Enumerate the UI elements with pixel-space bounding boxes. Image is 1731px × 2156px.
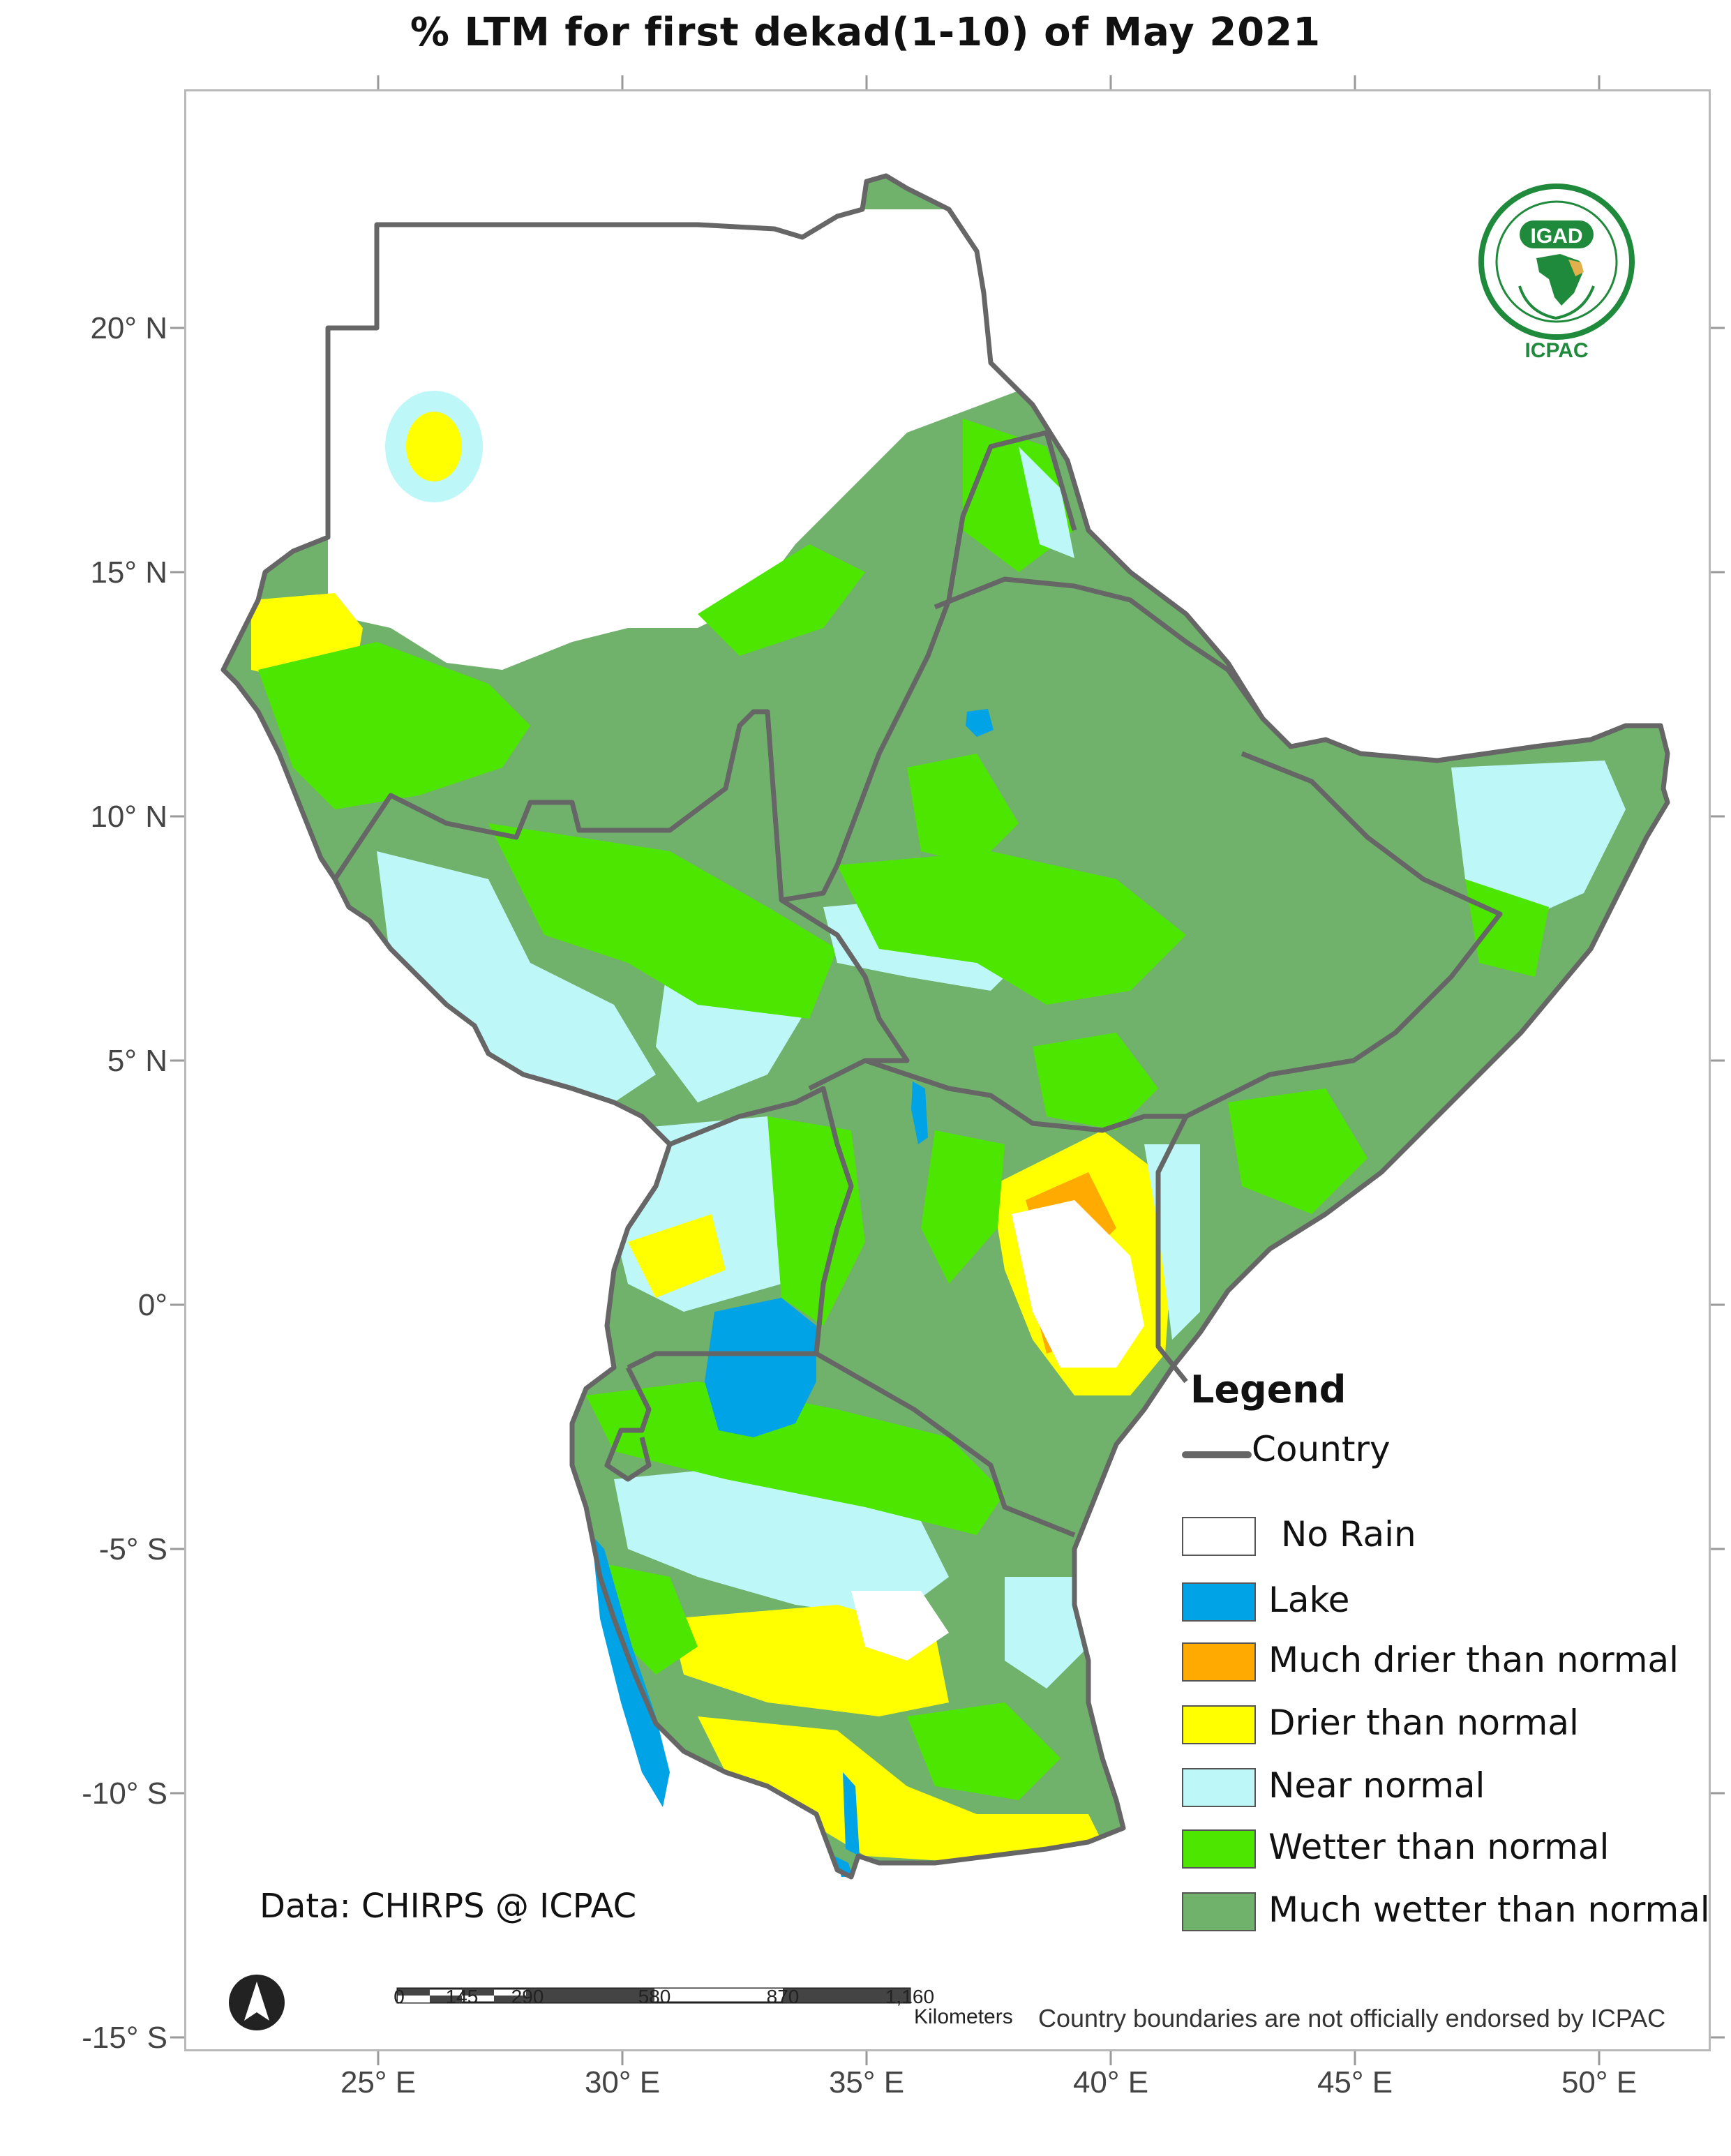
legend-label: Much drier than normal [1268,1640,1679,1680]
legend-item: No Rain [1179,1513,1709,1557]
legend-swatch [1182,1768,1256,1807]
scale-tick-label: 1,160 [885,1986,935,2007]
border-kenya-tanzania [815,1351,1076,1538]
legend-swatch [1182,1829,1256,1869]
legend-label: Country [1252,1429,1391,1469]
border-uganda [627,1086,854,1370]
legend-label: Much wetter than normal [1268,1889,1710,1930]
x-tick-label: 35° E [828,2065,905,2099]
country-line-swatch [1182,1451,1252,1458]
legend-item: Wetter than normal [1179,1825,1709,1870]
border-kenya-somalia [1155,1115,1189,1384]
legend-item: Much drier than normal [1179,1638,1709,1683]
legend-swatch [1182,1642,1256,1682]
border-ethiopia-somalia [864,751,1503,1133]
y-tick-label: 5° N [107,1044,167,1078]
legend-swatch [1182,1892,1256,1931]
igad-logo-icon: IGAD ICPAC [1476,181,1637,377]
legend-label: Drier than normal [1268,1702,1579,1743]
logo-igad-text: IGAD [1530,225,1583,248]
border-ethiopia-eritrea [934,576,1265,721]
legend-item-country: Country [1179,1428,1709,1472]
scale-unit: Kilometers [914,2005,1013,2028]
map-title: % LTM for first dekad(1-10) of May 2021 [410,10,1321,55]
legend-item: Drier than normal [1179,1701,1709,1746]
legend-item: Much wetter than normal [1179,1888,1710,1933]
legend-label: Wetter than normal [1268,1827,1610,1867]
legend-swatch [1182,1582,1256,1622]
scale-tick-label: 290 [511,1986,544,2007]
x-tick-label: 45° E [1317,2065,1393,2099]
x-tick-label: 25° E [340,2065,417,2099]
legend-label: No Rain [1281,1514,1416,1555]
y-tick-label: 20° N [90,311,167,345]
scale-tick-label: 145 [445,1986,479,2007]
y-tick-label: -15° S [82,2021,167,2055]
y-tick-label: 0° [137,1288,167,1322]
legend-label: Near normal [1268,1765,1485,1806]
north-arrow-icon [229,1975,285,2030]
legend-item: Lake [1179,1578,1709,1623]
legend: Legend Country No Rain Lake Much drier t… [1179,1368,1710,1954]
border-sudan-ethiopia [834,430,1077,867]
border-rwanda-burundi [604,1366,652,1482]
legend-swatch [1182,1705,1256,1744]
x-tick-label: 50° E [1561,2065,1638,2099]
boundary-disclaimer: Country boundaries are not officially en… [1038,2004,1666,2033]
region-outline [220,173,1670,1880]
map-frame [184,89,1711,2051]
legend-item: Near normal [1179,1764,1709,1809]
country-boundaries [220,173,1670,1880]
logo-icpac-text: ICPAC [1524,339,1589,362]
legend-title: Legend [1190,1368,1347,1412]
y-tick-label: -5° S [98,1532,167,1566]
legend-label: Lake [1268,1580,1350,1620]
x-tick-label: 30° E [584,2065,661,2099]
y-tick-label: -10° S [82,1776,167,1811]
data-credit: Data: CHIRPS @ ICPAC [260,1887,637,1926]
legend-swatch [1182,1517,1256,1556]
scale-tick-label: 580 [638,1986,671,2007]
y-tick-label: 10° N [90,800,167,834]
scale-tick-label: 870 [766,1986,800,2007]
border-sudan-south-sudan [333,709,840,903]
scale-bar [396,1987,911,2004]
x-tick-label: 40° E [1072,2065,1149,2099]
scale-tick-label: 0 [394,1986,405,2007]
y-tick-label: 15° N [90,555,167,590]
border-south-sudan-ethiopia [780,898,910,1091]
